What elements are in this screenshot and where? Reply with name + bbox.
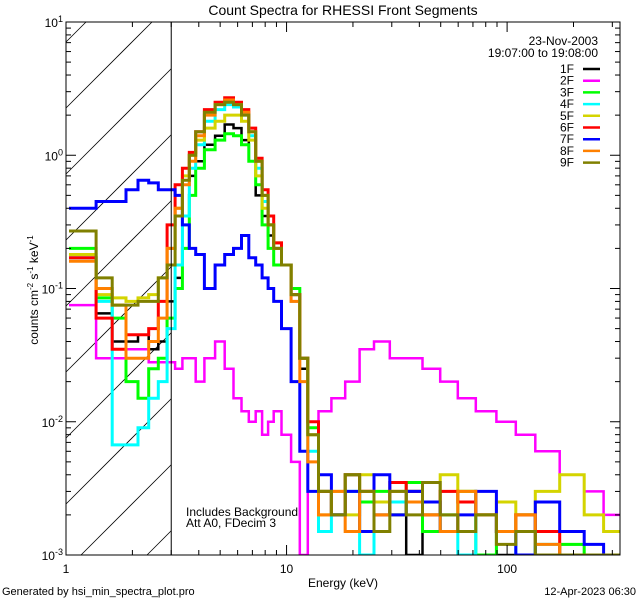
y-axis-label: counts cm-2 s-1 keV-1: [26, 235, 41, 345]
legend-label-8F: 8F: [560, 144, 574, 158]
legend-label-7F: 7F: [560, 132, 574, 146]
legend-label-2F: 2F: [560, 74, 574, 88]
hatch-line: [65, 21, 153, 109]
x-tick-label: 1: [63, 562, 70, 576]
legend-label-6F: 6F: [560, 121, 574, 135]
x-axis-label: Energy (keV): [308, 576, 378, 590]
footer-generated-by: Generated by hsi_min_spectra_plot.pro: [2, 586, 195, 598]
footer-timestamp: 12-Apr-2023 06:30: [544, 586, 636, 598]
legend-label-4F: 4F: [560, 97, 574, 111]
legend-label-1F: 1F: [560, 62, 574, 76]
legend-label-5F: 5F: [560, 109, 574, 123]
y-tick-label: 10-1: [42, 281, 63, 297]
hatch-line: [65, 134, 172, 241]
hatch-line: [65, 200, 172, 307]
chart-title: Count Spectra for RHESSI Front Segments: [208, 2, 477, 18]
annotation-background: Includes Background: [186, 505, 298, 519]
time-range-label: 19:07:00 to 19:08:00: [488, 46, 598, 60]
annotation-attenuator: Att A0, FDecim 3: [186, 516, 276, 530]
hatch-line: [146, 530, 172, 556]
hatch-line: [65, 21, 87, 43]
date-label: 23-Nov-2003: [529, 34, 599, 48]
series-2F-line: [69, 303, 620, 555]
legend-label-3F: 3F: [560, 85, 574, 99]
x-tick-label: 10: [280, 562, 294, 576]
legend-label-9F: 9F: [560, 156, 574, 170]
x-tick-label: 100: [497, 562, 517, 576]
y-tick-label: 10-2: [42, 414, 63, 430]
y-tick-label: 100: [45, 147, 63, 163]
hatch-line: [65, 68, 172, 175]
hatch-line: [65, 398, 172, 505]
y-tick-label: 101: [45, 14, 63, 30]
y-tick-label: 10-3: [42, 547, 63, 563]
hatch-line: [80, 464, 172, 556]
